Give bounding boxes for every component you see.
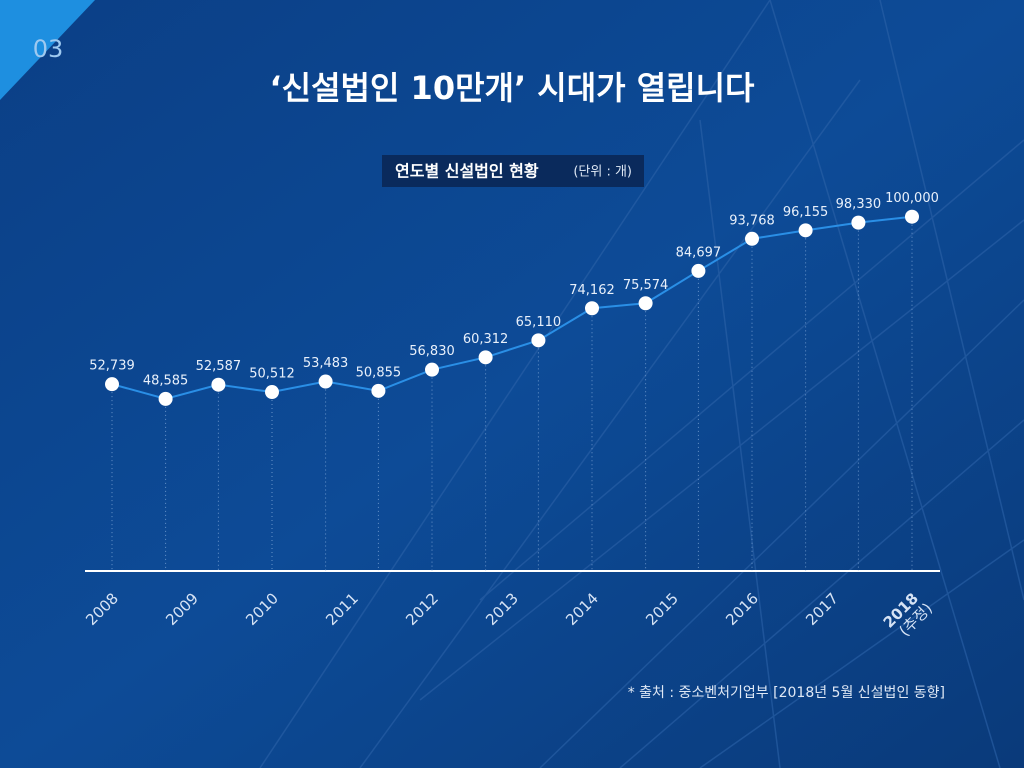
- point: [105, 377, 119, 392]
- point: [371, 383, 386, 398]
- value-label: 52,587: [196, 359, 242, 374]
- value-label: 56,830: [409, 344, 455, 359]
- point: [585, 301, 599, 316]
- point: [158, 391, 173, 406]
- subtitle: 연도별 신설법인 현황: [395, 162, 539, 181]
- value-label: 96,155: [783, 205, 829, 220]
- value-label: 100,000: [885, 191, 939, 206]
- line: [111, 215, 913, 400]
- point: [745, 231, 759, 246]
- building-lines: [259, 0, 1024, 768]
- point: [318, 374, 333, 389]
- point: [425, 362, 439, 377]
- value-label: 98,330: [836, 197, 882, 212]
- point: [478, 350, 493, 365]
- value-label: 60,312: [463, 332, 509, 347]
- value-label: 93,768: [729, 213, 775, 228]
- corner-accent: [0, 0, 95, 100]
- chart-title: ‘신설법인 10만개’ 시대가 열립니다: [270, 69, 756, 107]
- point: [905, 209, 919, 224]
- value-label: 53,483: [303, 356, 349, 371]
- subtitle-box: [382, 155, 644, 187]
- point: [265, 385, 279, 400]
- value-label: 74,162: [569, 283, 615, 298]
- value-label: 52,739: [89, 359, 135, 374]
- page-number: 03: [33, 35, 64, 63]
- point: [531, 333, 546, 348]
- value-label: 84,697: [676, 245, 722, 260]
- point: [851, 215, 866, 230]
- value-label: 50,512: [249, 367, 295, 382]
- value-label: 48,585: [143, 373, 189, 388]
- value-label: 75,574: [623, 278, 669, 293]
- value-label: 50,855: [356, 365, 402, 380]
- point: [798, 223, 813, 238]
- point: [638, 296, 653, 311]
- point: [211, 377, 226, 392]
- source: * 출처 : 중소벤처기업부 [2018년 5월 신설법인 동향]: [628, 685, 945, 701]
- unit-note: (단위 : 개): [573, 165, 632, 180]
- point: [691, 263, 706, 278]
- value-label: 65,110: [516, 315, 562, 330]
